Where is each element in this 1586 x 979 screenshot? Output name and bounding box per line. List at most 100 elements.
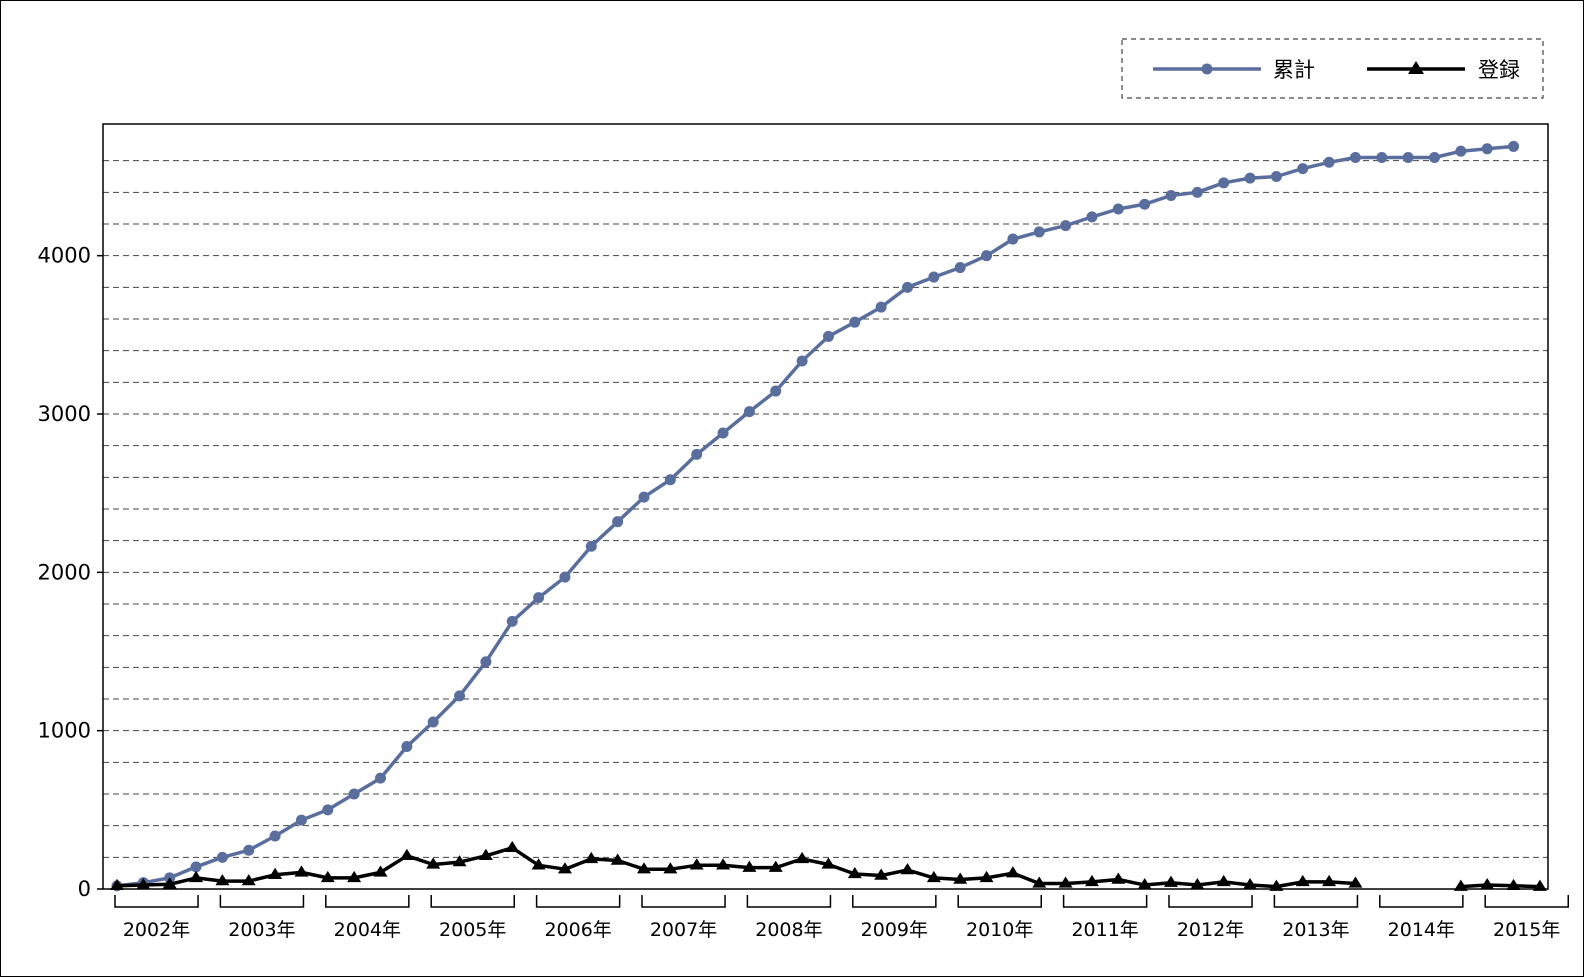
x-tick-label: 2009年 bbox=[861, 919, 928, 941]
data-point bbox=[322, 804, 334, 816]
data-point bbox=[1112, 203, 1124, 215]
data-point bbox=[664, 474, 676, 486]
x-tick-label: 2004年 bbox=[334, 919, 401, 941]
series-line bbox=[116, 144, 1514, 888]
data-point bbox=[1084, 874, 1099, 887]
data-point bbox=[506, 615, 518, 627]
data-point bbox=[1323, 156, 1335, 168]
data-point bbox=[821, 857, 836, 869]
x-tick-label: 2002年 bbox=[123, 919, 190, 941]
data-point bbox=[347, 870, 362, 883]
legend-marker-registration bbox=[1408, 61, 1424, 74]
data-point bbox=[610, 853, 625, 865]
data-point bbox=[269, 830, 281, 842]
x-group-bracket bbox=[1168, 895, 1253, 908]
data-point bbox=[717, 427, 729, 439]
data-point bbox=[1111, 872, 1126, 884]
data-point bbox=[427, 716, 439, 728]
data-point bbox=[612, 516, 624, 528]
series-cumulative bbox=[111, 140, 1520, 892]
data-point bbox=[1216, 874, 1231, 887]
y-tick-label: 1000 bbox=[38, 719, 91, 743]
legend-label-registration: 登録 bbox=[1478, 58, 1520, 82]
data-point bbox=[953, 872, 968, 884]
x-group-bracket bbox=[325, 895, 410, 908]
data-point bbox=[348, 788, 360, 800]
data-point bbox=[742, 860, 757, 872]
data-point bbox=[1429, 152, 1440, 164]
data-point bbox=[295, 814, 307, 826]
data-point bbox=[1139, 198, 1151, 210]
data-point bbox=[1086, 211, 1098, 223]
x-group-bracket bbox=[114, 895, 199, 908]
data-point bbox=[189, 870, 204, 883]
data-point bbox=[875, 301, 887, 313]
data-point bbox=[1190, 878, 1205, 890]
data-point bbox=[320, 870, 335, 883]
x-tick-label: 2014年 bbox=[1388, 919, 1455, 941]
data-point bbox=[1270, 171, 1282, 183]
data-point bbox=[691, 448, 703, 460]
data-point bbox=[215, 874, 230, 886]
series-registration bbox=[110, 840, 1547, 891]
data-point bbox=[452, 855, 467, 867]
data-point bbox=[533, 592, 545, 604]
data-point bbox=[1007, 233, 1019, 245]
data-point bbox=[480, 656, 492, 668]
data-point bbox=[1532, 879, 1547, 891]
data-point bbox=[637, 862, 651, 874]
data-point bbox=[399, 848, 414, 860]
x-group-bracket bbox=[1062, 895, 1148, 908]
data-point bbox=[1191, 186, 1203, 198]
data-point bbox=[1402, 152, 1414, 164]
x-group-bracket bbox=[1273, 895, 1359, 908]
data-point bbox=[1244, 172, 1256, 184]
x-group-bracket bbox=[430, 895, 515, 908]
y-axis: 0 1000 2000 3000 4000 bbox=[38, 244, 103, 901]
data-point bbox=[584, 851, 599, 864]
data-point bbox=[1137, 878, 1152, 890]
x-tick-label: 2008年 bbox=[755, 919, 822, 941]
series-layer bbox=[110, 140, 1547, 892]
x-tick-label: 2015年 bbox=[1493, 919, 1560, 941]
data-point bbox=[1480, 878, 1495, 890]
x-tick-label: 2010年 bbox=[966, 919, 1033, 941]
x-tick-label: 2011年 bbox=[1071, 919, 1138, 941]
data-point bbox=[1348, 876, 1363, 888]
data-point bbox=[902, 281, 913, 293]
data-point bbox=[1506, 878, 1521, 891]
data-point bbox=[401, 741, 413, 753]
data-point bbox=[849, 316, 861, 328]
data-point bbox=[1376, 152, 1388, 164]
data-point bbox=[1218, 177, 1230, 189]
x-group-bracket bbox=[1379, 895, 1464, 908]
data-point bbox=[716, 858, 731, 870]
x-group-bracket bbox=[852, 895, 937, 908]
data-point bbox=[1243, 878, 1258, 890]
data-point bbox=[1032, 876, 1047, 888]
data-point bbox=[136, 878, 151, 890]
data-point bbox=[1453, 879, 1468, 891]
data-point bbox=[954, 262, 966, 274]
data-point bbox=[557, 862, 572, 874]
y-tick-label: 4000 bbox=[38, 244, 91, 268]
data-point bbox=[768, 860, 783, 872]
data-point bbox=[822, 330, 834, 342]
data-point bbox=[559, 571, 571, 583]
data-point bbox=[743, 406, 755, 418]
plot-area bbox=[102, 123, 1549, 890]
x-axis: 2002年 2003年 2004年 2005年 2006年 2007年 2008年 2009年… bbox=[114, 895, 1569, 941]
data-point bbox=[770, 385, 782, 397]
data-point bbox=[926, 870, 941, 883]
data-point bbox=[162, 877, 177, 889]
data-point bbox=[454, 690, 466, 702]
data-point bbox=[426, 857, 441, 869]
data-point bbox=[1165, 190, 1177, 202]
data-point bbox=[585, 540, 597, 552]
data-point bbox=[1297, 163, 1309, 175]
data-point bbox=[190, 861, 202, 873]
data-point bbox=[900, 863, 915, 875]
data-point bbox=[531, 858, 546, 870]
